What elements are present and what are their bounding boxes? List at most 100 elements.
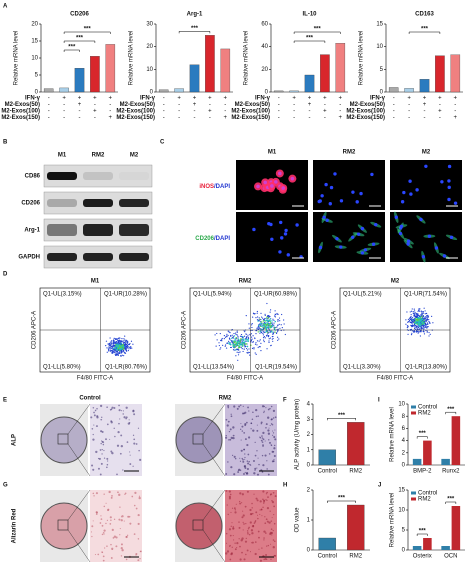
flow-event (264, 337, 266, 339)
speck (247, 436, 251, 439)
legend-swatch (411, 491, 416, 495)
speck (257, 517, 259, 520)
nucleus (333, 172, 337, 176)
speck (250, 529, 254, 532)
panel-letter: I (378, 398, 380, 404)
speck (95, 450, 98, 454)
speck (225, 418, 228, 421)
speck (102, 555, 105, 558)
flow-event (412, 312, 414, 314)
bar (43, 88, 54, 93)
blot-band (119, 253, 149, 261)
nucleus (447, 185, 451, 190)
flow-core (247, 338, 249, 341)
speck (257, 415, 259, 417)
stain-row-label: Alizarin Red (12, 508, 18, 543)
flow-event (413, 323, 416, 326)
flow-event (233, 332, 235, 335)
flow-event (284, 333, 286, 336)
flow-core (121, 344, 123, 347)
flow-event (267, 316, 269, 318)
speck (274, 438, 277, 441)
nucleus (402, 190, 406, 195)
speck (261, 405, 265, 408)
if-marker: CD206 (195, 236, 214, 242)
flow-event (425, 321, 427, 323)
flow-event (275, 332, 278, 334)
condition-label: M2-Exos(100) (231, 109, 270, 115)
condition-sign: - (94, 115, 96, 121)
speck (243, 523, 245, 525)
flow-y-label: CD206 APC-A (332, 311, 338, 349)
flow-event (276, 326, 278, 328)
speck (264, 557, 267, 560)
speck (94, 409, 97, 412)
condition-sign: + (323, 109, 327, 115)
flow-event (118, 339, 121, 341)
flow-event (112, 345, 114, 347)
speck (270, 528, 273, 530)
condition-sign: - (439, 115, 441, 121)
speck (266, 545, 268, 547)
nucleus (421, 255, 426, 259)
zoom-link (202, 443, 226, 477)
significance-label: *** (338, 413, 346, 419)
flow-event (252, 316, 254, 318)
speck (228, 430, 231, 433)
speck (243, 432, 246, 434)
flow-event (428, 320, 430, 323)
speck (91, 525, 94, 528)
nucleus (329, 185, 334, 190)
flow-core (234, 346, 236, 349)
speck (272, 432, 275, 434)
speck (230, 436, 233, 440)
nucleus (415, 188, 419, 192)
x-tick-label: Control (318, 469, 337, 475)
flow-core (263, 323, 265, 325)
speck (228, 490, 232, 493)
speck (265, 554, 268, 556)
flow-event (235, 333, 237, 336)
condition-label: M2-Exos(50) (5, 102, 40, 108)
speck (241, 551, 243, 554)
flow-event (112, 347, 114, 349)
speck (99, 449, 102, 451)
speck (232, 526, 235, 528)
speck (127, 515, 130, 518)
condition-sign: - (408, 109, 410, 115)
quadrant-label: Q1-LL(5.80%) (43, 365, 81, 371)
speck (256, 429, 259, 432)
flow-event (124, 351, 126, 353)
flow-core (232, 343, 235, 345)
significance-label: *** (421, 27, 429, 33)
speck (92, 468, 95, 471)
x-tick-label: RM2 (349, 469, 362, 475)
flow-core (264, 326, 266, 328)
speck (237, 469, 240, 472)
flow-event (418, 330, 420, 332)
significance-bracket (63, 49, 80, 52)
condition-sign: + (109, 96, 113, 102)
flow-core (273, 328, 276, 330)
flow-event (236, 351, 238, 353)
speck (242, 458, 244, 461)
flow-event (258, 326, 260, 328)
flow-core (239, 344, 241, 346)
nucleus (400, 200, 405, 204)
flow-event (229, 338, 231, 340)
flow-event (410, 314, 412, 316)
flow-event (426, 330, 428, 332)
speck (233, 507, 236, 510)
speck (120, 555, 123, 557)
speck (228, 528, 232, 531)
speck (260, 421, 263, 424)
flow-event (124, 335, 126, 337)
nucleus (371, 242, 376, 246)
flow-event (116, 350, 119, 353)
y-tick-label: 8 (402, 414, 406, 420)
nucleus (427, 234, 432, 238)
chart-title: CD206 (70, 12, 89, 18)
speck (270, 419, 272, 421)
flow-event (426, 318, 429, 320)
flow-core (238, 345, 241, 347)
